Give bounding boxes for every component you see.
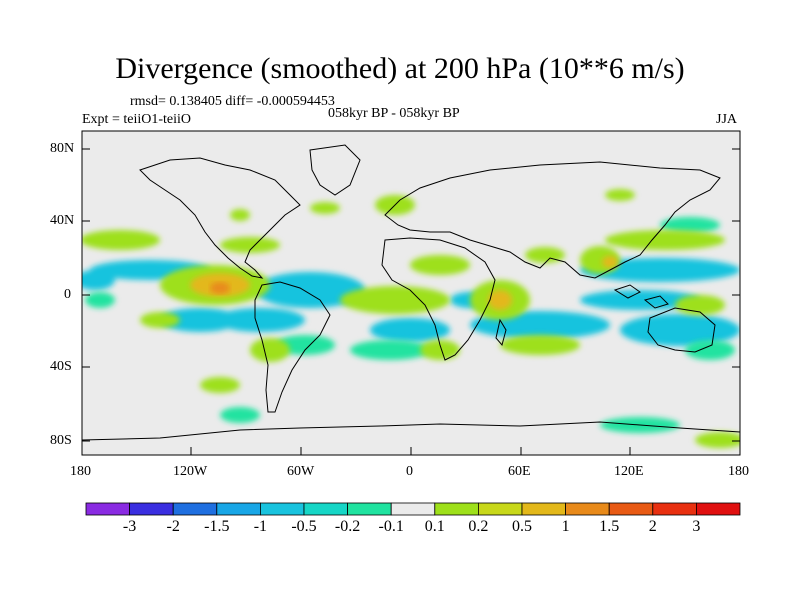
expt-line: Expt = teiiO1-teiiO: [82, 112, 191, 127]
colorbar-swatch: [477, 502, 523, 516]
lat-tick-0: 0: [64, 287, 71, 302]
colorbar-swatch: [521, 502, 566, 516]
lat-tick-40n: 40N: [50, 213, 75, 228]
colorbar-label: 1.5: [599, 518, 620, 535]
colorbar-label: -0.5: [291, 518, 317, 535]
stats-line: rmsd= 0.138405 diff= -0.000594453: [130, 94, 335, 109]
colorbar-swatch: [652, 502, 697, 516]
colorbar-swatch: [696, 502, 741, 516]
lon-tick-120w: 120W: [173, 464, 208, 479]
colorbar-label: 1: [561, 518, 570, 535]
season-label: JJA: [716, 112, 738, 127]
colorbar-label: 3: [692, 518, 701, 535]
field-layer: [82, 189, 740, 448]
colorbar-label: 2: [648, 518, 657, 535]
colorbar-swatch: [565, 502, 610, 516]
colorbar-swatch: [216, 502, 261, 516]
lon-tick-180e: 180: [728, 464, 749, 479]
lon-tick-120e: 120E: [614, 464, 644, 479]
colorbar-swatch: [259, 502, 305, 516]
colorbar-label: 0.5: [512, 518, 532, 535]
axis-ticks: [82, 148, 740, 455]
colorbar-label: -1.5: [204, 518, 230, 535]
colorbar-swatch: [390, 502, 436, 516]
colorbar: [85, 502, 741, 516]
colorbar-swatch: [129, 502, 174, 516]
colorbar-label: -0.2: [334, 518, 361, 535]
lon-tick-60w: 60W: [287, 464, 315, 479]
colorbar-swatch: [608, 502, 654, 516]
colorbar-swatch: [172, 502, 218, 516]
colorbar-label: -2: [166, 518, 180, 535]
colorbar-swatch: [347, 502, 392, 516]
colorbar-swatch: [434, 502, 479, 516]
colorbar-label: 0.1: [424, 518, 445, 535]
lon-tick-0: 0: [406, 464, 413, 479]
colorbar-label: 0.2: [468, 518, 489, 535]
colorbar-swatch: [85, 502, 130, 516]
lat-tick-80n: 80N: [50, 141, 75, 156]
coastlines: [82, 144, 740, 441]
lon-tick-180w: 180: [70, 464, 91, 479]
lat-tick-40s: 40S: [50, 359, 72, 374]
colorbar-label: -1: [253, 518, 268, 535]
lon-tick-60e: 60E: [508, 464, 531, 479]
period-line: 058kyr BP - 058kyr BP: [328, 106, 460, 121]
colorbar-label: -3: [122, 518, 137, 535]
map-title: Divergence (smoothed) at 200 hPa (10**6 …: [115, 52, 685, 85]
colorbar-swatch: [303, 502, 348, 516]
colorbar-label: -0.1: [378, 518, 404, 535]
lat-tick-80s: 80S: [50, 433, 72, 448]
